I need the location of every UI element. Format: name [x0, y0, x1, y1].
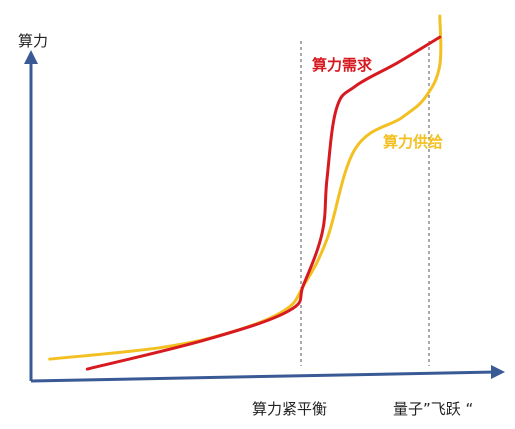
series-label-demand: 算力需求: [312, 56, 373, 74]
y-axis-label: 算力: [18, 32, 48, 50]
x-axis: [30, 370, 497, 383]
series-line-supply: [48, 14, 443, 361]
marker-label-balance: 算力紧平衡: [252, 400, 327, 418]
marker-label-quantum: 量子”飞跃 “: [393, 400, 473, 418]
y-axis-arrow: [24, 50, 38, 64]
series-line-demand: [85, 35, 442, 371]
x-axis-arrow: [491, 365, 505, 379]
series-label-supply: 算力供给: [383, 133, 443, 151]
